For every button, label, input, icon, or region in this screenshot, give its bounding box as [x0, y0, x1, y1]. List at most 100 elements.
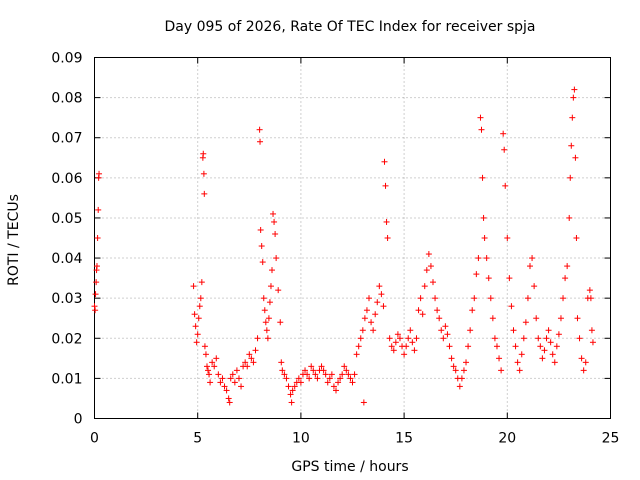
data-point	[297, 379, 304, 386]
data-point	[337, 375, 344, 382]
data-point	[279, 367, 286, 374]
data-point	[283, 375, 290, 382]
data-point	[588, 327, 595, 334]
data-point	[252, 347, 259, 354]
y-tick-label: 0.04	[51, 251, 82, 267]
data-point	[248, 355, 255, 362]
plot-frame	[94, 57, 611, 419]
data-point	[200, 170, 207, 177]
data-point	[390, 347, 397, 354]
data-point	[244, 363, 251, 370]
data-point	[480, 214, 487, 221]
data-point	[366, 295, 373, 302]
data-point	[419, 311, 426, 318]
data-point	[516, 367, 523, 374]
data-point	[380, 303, 387, 310]
data-point	[438, 327, 445, 334]
data-point	[574, 315, 581, 322]
data-point	[92, 291, 99, 298]
data-point	[211, 363, 218, 370]
data-point	[194, 331, 201, 338]
y-tick-label: 0.05	[51, 211, 82, 227]
y-tick-label: 0.08	[51, 91, 82, 107]
data-point	[394, 331, 401, 338]
data-point	[567, 174, 574, 181]
data-point	[92, 307, 99, 314]
x-tick-label: 0	[90, 431, 99, 447]
data-point	[314, 375, 321, 382]
data-point	[277, 319, 284, 326]
data-point	[396, 335, 403, 342]
data-point	[257, 226, 264, 233]
data-point	[570, 94, 577, 101]
data-point	[520, 335, 527, 342]
data-point	[235, 375, 242, 382]
data-point	[330, 383, 337, 390]
data-point	[256, 126, 263, 133]
data-point	[572, 154, 579, 161]
data-markers	[91, 86, 596, 406]
data-point	[381, 158, 388, 165]
data-point	[225, 395, 232, 402]
y-tick-label: 0.02	[51, 331, 82, 347]
data-point	[203, 363, 210, 370]
data-point	[254, 335, 261, 342]
data-point	[310, 367, 317, 374]
data-point	[383, 218, 390, 225]
data-point	[535, 335, 542, 342]
data-point	[295, 375, 302, 382]
data-point	[233, 367, 240, 374]
data-point	[421, 283, 428, 290]
data-point	[405, 335, 412, 342]
data-point	[262, 319, 269, 326]
data-point	[529, 255, 536, 262]
data-point	[537, 343, 544, 350]
data-point	[545, 327, 552, 334]
data-point	[192, 323, 199, 330]
data-point	[304, 371, 311, 378]
data-point	[586, 287, 593, 294]
data-point	[413, 335, 420, 342]
data-point	[518, 351, 525, 358]
y-tick-label: 0	[74, 412, 83, 428]
data-point	[258, 243, 265, 250]
data-point	[568, 142, 575, 149]
data-point	[481, 235, 488, 241]
data-point	[502, 182, 509, 189]
data-point	[549, 351, 556, 358]
data-point	[287, 391, 294, 398]
data-point	[206, 371, 213, 378]
data-point	[360, 399, 367, 406]
data-point	[415, 307, 422, 314]
data-point	[436, 315, 443, 322]
data-point	[281, 371, 288, 378]
data-point	[440, 335, 447, 342]
data-point	[267, 283, 274, 290]
x-tick-label: 25	[602, 431, 620, 447]
data-point	[580, 367, 587, 374]
data-point	[193, 339, 200, 346]
data-point	[417, 295, 424, 302]
data-point	[345, 371, 352, 378]
data-point	[562, 275, 569, 282]
data-point	[463, 359, 470, 366]
data-point	[332, 387, 339, 394]
data-point	[434, 307, 441, 314]
data-point	[259, 259, 266, 266]
data-point	[573, 235, 580, 241]
data-point	[429, 279, 436, 286]
data-point	[471, 295, 478, 302]
data-point	[190, 283, 197, 290]
data-point	[322, 371, 329, 378]
x-tick-label: 10	[292, 431, 310, 447]
x-tick-label: 15	[395, 431, 413, 447]
data-point	[442, 323, 449, 330]
data-point	[278, 359, 285, 366]
x-tick-label: 5	[193, 431, 202, 447]
data-point	[423, 267, 430, 274]
data-point	[444, 331, 451, 338]
data-point	[264, 335, 271, 342]
data-point	[269, 267, 276, 274]
data-point	[221, 383, 228, 390]
